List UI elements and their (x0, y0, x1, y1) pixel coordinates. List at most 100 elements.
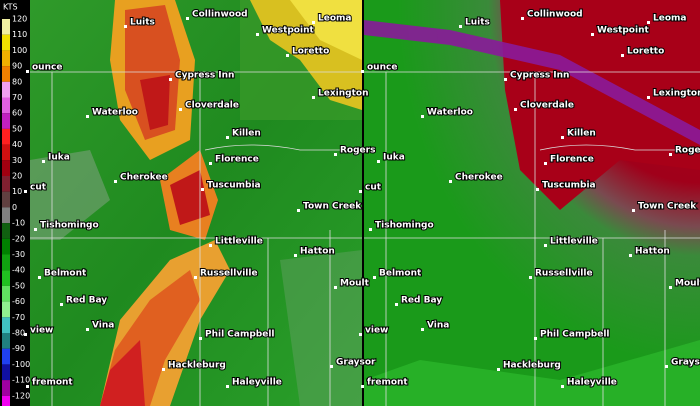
legend-swatch (2, 66, 10, 82)
town-dot (286, 54, 289, 57)
town-label: Moult (340, 279, 370, 289)
town-dot (179, 108, 182, 111)
legend-swatch (2, 301, 10, 318)
town-label: ounce (32, 63, 62, 73)
town-label: Killen (232, 129, 261, 139)
town-dot (186, 17, 189, 20)
town-label: cut (30, 183, 47, 193)
town-label: Haleyville (232, 378, 282, 388)
town-dot (334, 153, 337, 156)
town-dot (162, 368, 165, 371)
town-label: Littleville (550, 237, 598, 247)
town-dot (256, 33, 259, 36)
legend-label: 120 (12, 15, 27, 24)
town-label: Red Bay (66, 296, 107, 306)
town-label: Cloverdale (520, 101, 574, 111)
town-dot (199, 337, 202, 340)
town-dot (647, 96, 650, 99)
town-label: Tuscumbia (207, 181, 261, 191)
town-dot (395, 303, 398, 306)
town-label: Cherokee (120, 173, 168, 183)
town-label: Killen (567, 129, 596, 139)
town-label: Phil Campbell (205, 330, 275, 340)
town-label: Westpoint (597, 26, 649, 36)
town-dot (504, 78, 507, 81)
legend-label: 40 (12, 140, 22, 149)
town-dot (421, 328, 424, 331)
town-label: cut (365, 183, 382, 193)
town-dot (60, 303, 63, 306)
town-dot (226, 385, 229, 388)
town-dot (297, 209, 300, 212)
town-label: Westpoint (262, 26, 314, 36)
town-dot (334, 286, 337, 289)
town-dot (632, 209, 635, 212)
town-dot (421, 115, 424, 118)
town-label: Vina (92, 321, 114, 331)
town-dot (544, 162, 547, 165)
town-label: Littleville (215, 237, 263, 247)
town-label: Waterloo (427, 108, 473, 118)
town-dot (536, 188, 539, 191)
legend-label: -30 (12, 250, 25, 259)
legend-label: 70 (12, 93, 22, 102)
town-label: Collinwood (527, 10, 583, 20)
town-label: Waterloo (92, 108, 138, 118)
legend-label: -20 (12, 234, 25, 243)
town-dot (647, 21, 650, 24)
town-dot (169, 78, 172, 81)
legend-swatch (2, 81, 10, 98)
town-label: Town Creek (638, 202, 697, 212)
legend-swatch (2, 333, 10, 349)
town-dot (209, 162, 212, 165)
town-dot (361, 70, 364, 73)
town-label: Leoma (653, 14, 686, 24)
town-label: Graysor (336, 358, 376, 368)
town-label: Leoma (318, 14, 351, 24)
legend-label: 50 (12, 124, 22, 133)
town-dot (665, 365, 668, 368)
legend-label: 100 (12, 46, 27, 55)
legend-swatch (2, 364, 10, 381)
town-label: ounce (367, 63, 397, 73)
divider (362, 0, 364, 406)
legend-swatch (2, 348, 10, 365)
town-dot (86, 328, 89, 331)
legend-swatch (2, 128, 10, 145)
legend-swatch (2, 395, 10, 406)
town-dot (194, 276, 197, 279)
town-label: fremont (32, 378, 73, 388)
town-dot (377, 160, 380, 163)
town-label: Moult (675, 279, 700, 289)
town-label: Florence (215, 155, 259, 165)
town-label: Loretto (627, 47, 664, 57)
town-label: Town Creek (303, 202, 362, 212)
town-dot (26, 385, 29, 388)
right-panel (364, 0, 700, 406)
legend-label: -80 (12, 329, 25, 338)
town-dot (669, 286, 672, 289)
town-dot (330, 365, 333, 368)
town-label: Hatton (635, 247, 670, 257)
town-label: Hatton (300, 247, 335, 257)
town-label: Lexington (653, 89, 700, 99)
legend-label: 80 (12, 77, 22, 86)
legend-swatch (2, 34, 10, 51)
legend-label: -70 (12, 313, 25, 322)
town-dot (561, 136, 564, 139)
town-dot (24, 333, 27, 336)
legend-swatch (2, 50, 10, 67)
town-label: Loretto (292, 47, 329, 57)
town-dot (86, 115, 89, 118)
left-panel (30, 0, 362, 406)
legend-swatch (2, 317, 10, 333)
town-label: Russellville (535, 269, 593, 279)
town-label: Belmont (379, 269, 422, 279)
town-label: Hackleburg (503, 361, 561, 371)
town-dot (459, 25, 462, 28)
town-dot (42, 160, 45, 163)
town-label: Rogers (340, 146, 375, 156)
legend-swatch (2, 160, 10, 176)
town-label: Vina (427, 321, 449, 331)
legend-swatch (2, 238, 10, 255)
